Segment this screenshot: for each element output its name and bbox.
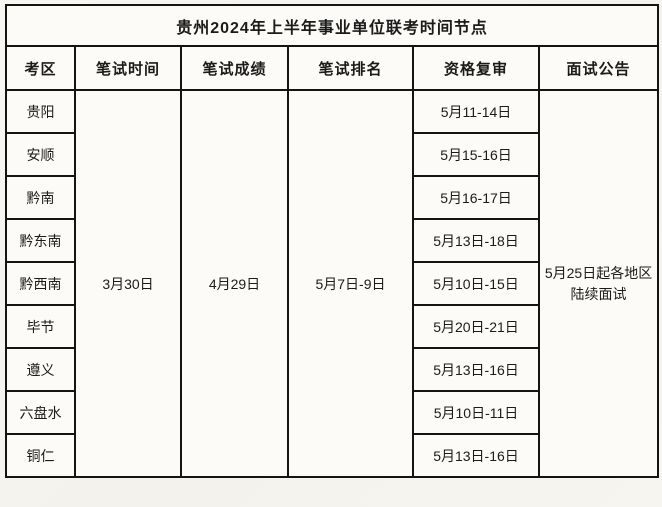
table-row: 贵阳 3月30日 4月29日 5月7日-9日 5月11-14日 5月25日起各地区陆续面试: [5, 89, 660, 478]
table-row: 黔西南 5月10日-15日: [5, 261, 658, 306]
written-exam-rank-cell: 5月7日-9日: [287, 89, 414, 478]
table-row: 安顺 5月15-16日: [5, 132, 658, 177]
qualification-review-cell: 5月20日-21日: [412, 304, 540, 349]
interview-notice-cell: 5月25日起各地区陆续面试: [537, 89, 660, 478]
qualification-review-cell: 5月13日-18日: [412, 218, 540, 263]
region-cell: 毕节: [5, 304, 76, 349]
table-body: 贵阳 3月30日 4月29日 5月7日-9日 5月11-14日 5月25日起各地区陆续面试…: [5, 89, 660, 478]
qualification-review-cell: 5月13日-16日: [412, 433, 540, 478]
qualification-review-cell: 5月11-14日: [412, 89, 540, 134]
table-row: 黔南 5月16-17日: [5, 175, 658, 220]
region-cell: 安顺: [5, 132, 76, 177]
qualification-review-cell: 5月13日-16日: [412, 347, 540, 392]
table-row: 铜仁 5月13日-16日: [5, 433, 658, 478]
column-header-qualification: 资格复审: [412, 45, 540, 91]
column-header-interview: 面试公告: [537, 45, 660, 91]
table-row: 毕节 5月20日-21日: [5, 304, 658, 349]
qualification-review-cell: 5月16-17日: [412, 175, 540, 220]
column-header-exam-score: 笔试成绩: [180, 45, 289, 91]
written-exam-time-cell: 3月30日: [74, 89, 182, 478]
region-cell: 黔南: [5, 175, 76, 220]
qualification-review-cell: 5月15-16日: [412, 132, 540, 177]
column-header-region: 考区: [5, 45, 76, 91]
region-cell: 遵义: [5, 347, 76, 392]
region-cell: 六盘水: [5, 390, 76, 435]
column-header-exam-time: 笔试时间: [74, 45, 182, 91]
region-cell: 铜仁: [5, 433, 76, 478]
qualification-review-cell: 5月10日-11日: [412, 390, 540, 435]
region-cell: 黔西南: [5, 261, 76, 306]
qualification-review-cell: 5月10日-15日: [412, 261, 540, 306]
title-row: 贵州2024年上半年事业单位联考时间节点: [4, 4, 660, 47]
table-title: 贵州2024年上半年事业单位联考时间节点: [4, 4, 660, 47]
column-header-exam-rank: 笔试排名: [287, 45, 414, 91]
header-row: 考区 笔试时间 笔试成绩 笔试排名 资格复审 面试公告: [5, 45, 660, 91]
table-row: 遵义 5月13日-16日: [5, 347, 658, 392]
written-exam-score-cell: 4月29日: [180, 89, 289, 478]
table-row: 六盘水 5月10日-11日: [5, 390, 658, 435]
region-cell: 贵阳: [5, 89, 76, 134]
table-row: 黔东南 5月13日-18日: [5, 218, 658, 263]
region-cell: 黔东南: [5, 218, 76, 263]
exam-schedule-table: 贵州2024年上半年事业单位联考时间节点 考区 笔试时间 笔试成绩 笔试排名 资…: [4, 4, 660, 478]
